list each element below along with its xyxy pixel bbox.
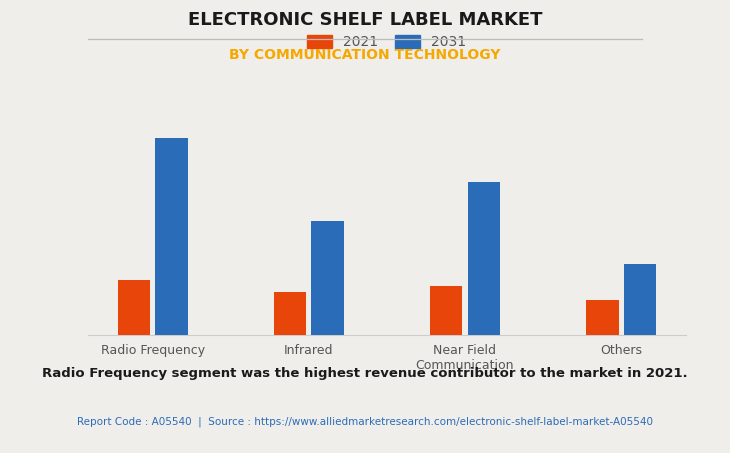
Bar bbox=[118, 280, 150, 335]
Bar bbox=[586, 300, 618, 335]
Bar bbox=[155, 138, 188, 335]
Bar bbox=[623, 264, 656, 335]
Text: Report Code : A05540  |  Source : https://www.alliedmarketresearch.com/electroni: Report Code : A05540 | Source : https://… bbox=[77, 417, 653, 427]
Text: Radio Frequency segment was the highest revenue contributor to the market in 202: Radio Frequency segment was the highest … bbox=[42, 367, 688, 380]
Text: ELECTRONIC SHELF LABEL MARKET: ELECTRONIC SHELF LABEL MARKET bbox=[188, 11, 542, 29]
Text: BY COMMUNICATION TECHNOLOGY: BY COMMUNICATION TECHNOLOGY bbox=[229, 48, 501, 62]
Bar bbox=[312, 221, 344, 335]
Bar bbox=[468, 182, 500, 335]
Bar bbox=[274, 292, 306, 335]
Legend: 2021, 2031: 2021, 2031 bbox=[301, 29, 472, 55]
Bar bbox=[430, 286, 462, 335]
